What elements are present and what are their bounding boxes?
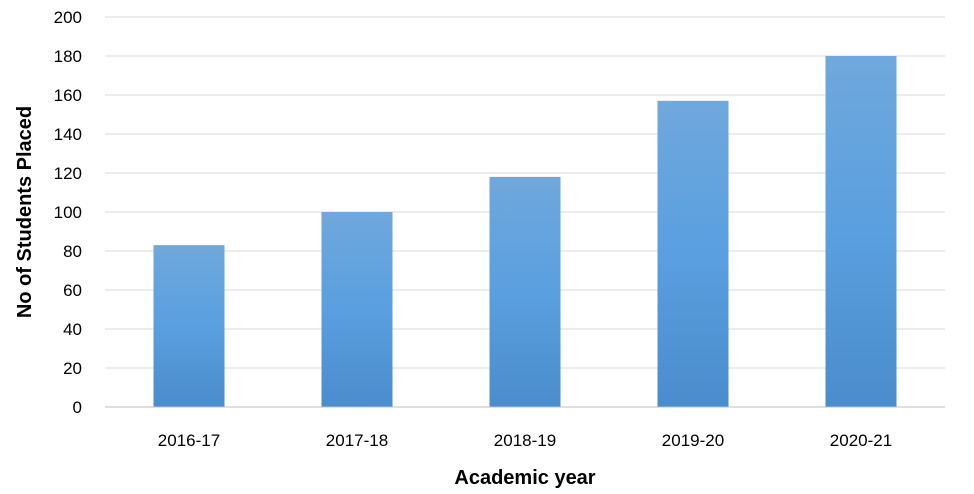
y-tick-label: 160 [54,86,82,105]
y-tick-label: 120 [54,164,82,183]
y-tick-label: 40 [63,320,82,339]
y-axis-ticks: 0 20 40 60 80 100 120 140 160 180 200 [54,8,82,417]
x-tick-label: 2018-19 [494,431,556,450]
y-tick-label: 0 [73,398,82,417]
y-tick-label: 60 [63,281,82,300]
y-tick-label: 200 [54,8,82,27]
y-tick-label: 140 [54,125,82,144]
y-tick-label: 180 [54,47,82,66]
y-axis-title: No of Students Placed [14,106,36,318]
bar-2017-18 [321,212,393,407]
bar-2016-17 [153,245,225,407]
x-axis-ticks: 2016-17 2017-18 2018-19 2019-20 2020-21 [158,431,892,450]
bars [153,56,897,407]
y-tick-label: 20 [63,359,82,378]
x-tick-label: 2019-20 [662,431,724,450]
x-tick-label: 2016-17 [158,431,220,450]
y-tick-label: 100 [54,203,82,222]
bar-2020-21 [825,56,897,407]
bar-2018-19 [489,176,561,407]
x-axis-title: Academic year [454,467,595,489]
x-tick-label: 2020-21 [830,431,892,450]
bar-2019-20 [657,100,729,407]
x-tick-label: 2017-18 [326,431,388,450]
y-tick-label: 80 [63,242,82,261]
